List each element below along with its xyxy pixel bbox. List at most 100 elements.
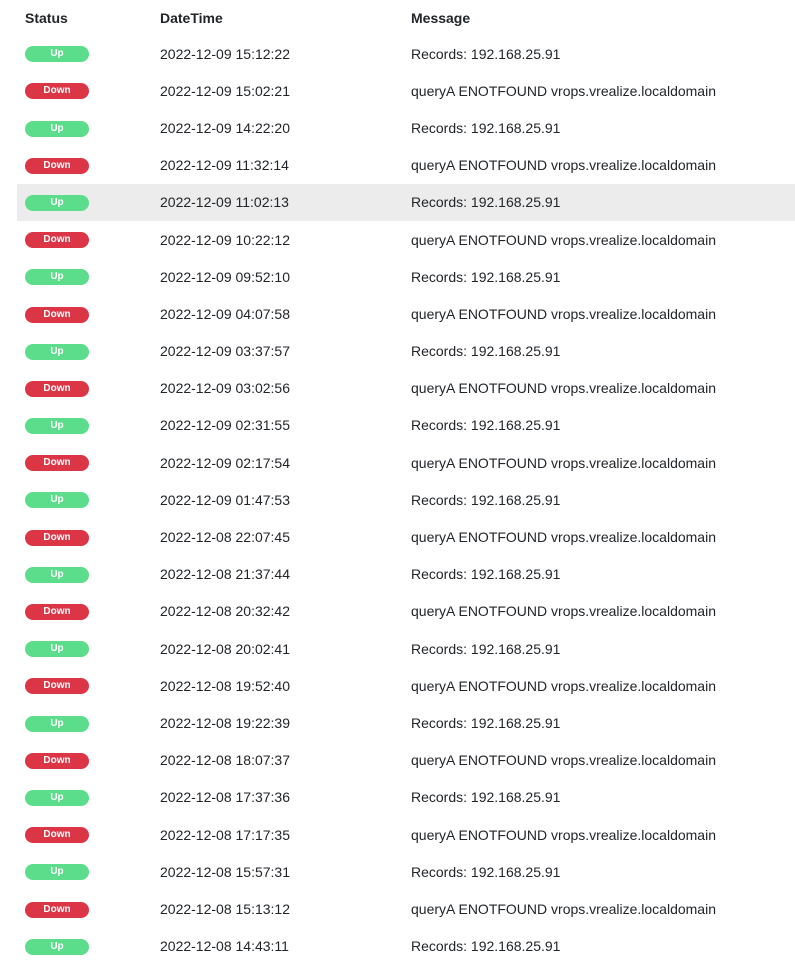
message-cell: Records: 192.168.25.91	[411, 789, 561, 806]
message-cell: queryA ENOTFOUND vrops.vrealize.localdom…	[411, 82, 716, 99]
message-cell: Records: 192.168.25.91	[411, 343, 561, 360]
datetime-cell: 2022-12-09 04:07:58	[160, 305, 290, 322]
datetime-cell: 2022-12-08 17:37:36	[160, 789, 290, 806]
table-row: Up 2022-12-08 19:22:39 Records: 192.168.25…	[17, 704, 795, 741]
status-badge: Up	[25, 492, 89, 509]
status-badge: Down	[25, 752, 89, 769]
status-badge: Up	[25, 120, 89, 137]
table-row: Up 2022-12-09 02:31:55 Records: 192.168.25…	[17, 407, 795, 444]
status-badge: Up	[25, 789, 89, 806]
table-header: Status DateTime Message	[17, 0, 795, 35]
status-badge: Down	[25, 678, 89, 695]
datetime-cell: 2022-12-09 14:22:20	[160, 119, 290, 136]
message-cell: Records: 192.168.25.91	[411, 714, 561, 731]
status-badge: Down	[25, 455, 89, 472]
message-cell: queryA ENOTFOUND vrops.vrealize.localdom…	[411, 529, 716, 546]
table-row: Down 2022-12-08 20:32:42 queryA ENOTFOUND …	[17, 593, 795, 630]
table-row: Down 2022-12-09 10:22:12 queryA ENOTFOUND …	[17, 221, 795, 258]
table-row: Down 2022-12-08 15:13:12 queryA ENOTFOUND …	[17, 890, 795, 927]
message-cell: Records: 192.168.25.91	[411, 119, 561, 136]
datetime-cell: 2022-12-09 15:12:22	[160, 45, 290, 62]
table-row: Down 2022-12-09 03:02:56 queryA ENOTFOUND …	[17, 370, 795, 407]
table-row: Down 2022-12-09 15:02:21 queryA ENOTFOUND …	[17, 72, 795, 109]
status-badge: Up	[25, 566, 89, 583]
status-badge: Down	[25, 306, 89, 323]
datetime-cell: 2022-12-09 03:37:57	[160, 343, 290, 360]
table-row: Up 2022-12-08 17:37:36 Records: 192.168.25…	[17, 779, 795, 816]
status-badge: Up	[25, 46, 89, 63]
table-row: Down 2022-12-09 02:17:54 queryA ENOTFOUND …	[17, 444, 795, 481]
datetime-cell: 2022-12-08 19:22:39	[160, 714, 290, 731]
datetime-cell: 2022-12-08 22:07:45	[160, 529, 290, 546]
status-badge: Down	[25, 901, 89, 918]
message-cell: queryA ENOTFOUND vrops.vrealize.localdom…	[411, 826, 716, 843]
status-header: Status	[25, 9, 68, 26]
message-cell: Records: 192.168.25.91	[411, 268, 561, 285]
status-badge: Down	[25, 529, 89, 546]
table-row: Up 2022-12-08 15:57:31 Records: 192.168.25…	[17, 853, 795, 890]
status-badge: Up	[25, 343, 89, 360]
status-badge: Up	[25, 715, 89, 732]
table-row: Down 2022-12-09 04:07:58 queryA ENOTFOUND …	[17, 295, 795, 332]
datetime-cell: 2022-12-09 01:47:53	[160, 491, 290, 508]
message-cell: queryA ENOTFOUND vrops.vrealize.localdom…	[411, 677, 716, 694]
datetime-header: DateTime	[160, 9, 223, 26]
datetime-cell: 2022-12-08 18:07:37	[160, 752, 290, 769]
message-cell: Records: 192.168.25.91	[411, 417, 561, 434]
status-badge: Down	[25, 827, 89, 844]
datetime-cell: 2022-12-09 11:32:14	[160, 157, 289, 174]
table-row: Up 2022-12-09 15:12:22 Records: 192.168.25…	[17, 35, 795, 72]
table-row: Down 2022-12-08 22:07:45 queryA ENOTFOUND …	[17, 518, 795, 555]
datetime-cell: 2022-12-08 14:43:11	[160, 938, 289, 955]
table-row: Up 2022-12-08 21:37:44 Records: 192.168.25…	[17, 556, 795, 593]
table-row: Down 2022-12-08 19:52:40 queryA ENOTFOUND …	[17, 667, 795, 704]
datetime-cell: 2022-12-08 20:32:42	[160, 603, 290, 620]
table-row: Down 2022-12-09 11:32:14 queryA ENOTFOUND …	[17, 147, 795, 184]
datetime-cell: 2022-12-08 20:02:41	[160, 640, 290, 657]
table-row: Up 2022-12-09 01:47:53 Records: 192.168.25…	[17, 481, 795, 518]
status-badge: Up	[25, 864, 89, 881]
datetime-cell: 2022-12-08 15:57:31	[160, 863, 290, 880]
datetime-cell: 2022-12-09 02:17:54	[160, 454, 290, 471]
status-badge: Up	[25, 194, 89, 211]
status-badge: Up	[25, 269, 89, 286]
message-cell: Records: 192.168.25.91	[411, 640, 561, 657]
datetime-cell: 2022-12-08 19:52:40	[160, 677, 290, 694]
datetime-cell: 2022-12-08 21:37:44	[160, 566, 290, 583]
datetime-cell: 2022-12-09 15:02:21	[160, 82, 290, 99]
table-row: Down 2022-12-08 17:17:35 queryA ENOTFOUND …	[17, 816, 795, 853]
status-badge: Up	[25, 938, 89, 955]
message-cell: queryA ENOTFOUND vrops.vrealize.localdom…	[411, 305, 716, 322]
status-badge: Up	[25, 418, 89, 435]
message-cell: queryA ENOTFOUND vrops.vrealize.localdom…	[411, 380, 716, 397]
message-header: Message	[411, 9, 471, 26]
table-row: Up 2022-12-09 14:22:20 Records: 192.168.25…	[17, 109, 795, 146]
datetime-cell: 2022-12-08 17:17:35	[160, 826, 290, 843]
table-row: Down 2022-12-08 18:07:37 queryA ENOTFOUND …	[17, 742, 795, 779]
message-cell: Records: 192.168.25.91	[411, 491, 561, 508]
table-row: Up 2022-12-08 20:02:41 Records: 192.168.25…	[17, 630, 795, 667]
datetime-cell: 2022-12-09 09:52:10	[160, 268, 290, 285]
message-cell: queryA ENOTFOUND vrops.vrealize.localdom…	[411, 157, 716, 174]
table-row: Up 2022-12-09 09:52:10 Records: 192.168.25…	[17, 258, 795, 295]
message-cell: Records: 192.168.25.91	[411, 863, 561, 880]
table-row: Up 2022-12-09 11:02:13 Records: 192.168.25…	[17, 183, 795, 221]
datetime-cell: 2022-12-08 15:13:12	[160, 900, 290, 917]
status-badge: Down	[25, 157, 89, 174]
datetime-cell: 2022-12-09 10:22:12	[160, 231, 290, 248]
status-badge: Down	[25, 604, 89, 621]
message-cell: queryA ENOTFOUND vrops.vrealize.localdom…	[411, 603, 716, 620]
message-cell: Records: 192.168.25.91	[411, 938, 561, 955]
message-cell: queryA ENOTFOUND vrops.vrealize.localdom…	[411, 231, 716, 248]
message-cell: queryA ENOTFOUND vrops.vrealize.localdom…	[411, 900, 716, 917]
message-cell: Records: 192.168.25.91	[411, 566, 561, 583]
status-badge: Down	[25, 232, 89, 249]
datetime-cell: 2022-12-09 03:02:56	[160, 380, 290, 397]
message-cell: Records: 192.168.25.91	[411, 183, 795, 221]
message-cell: Records: 192.168.25.91	[411, 45, 561, 62]
datetime-cell: 2022-12-09 11:02:13	[160, 183, 411, 221]
status-badge: Up	[25, 641, 89, 658]
status-badge: Down	[25, 83, 89, 100]
datetime-cell: 2022-12-09 02:31:55	[160, 417, 290, 434]
table-row: Up 2022-12-09 03:37:57 Records: 192.168.25…	[17, 333, 795, 370]
